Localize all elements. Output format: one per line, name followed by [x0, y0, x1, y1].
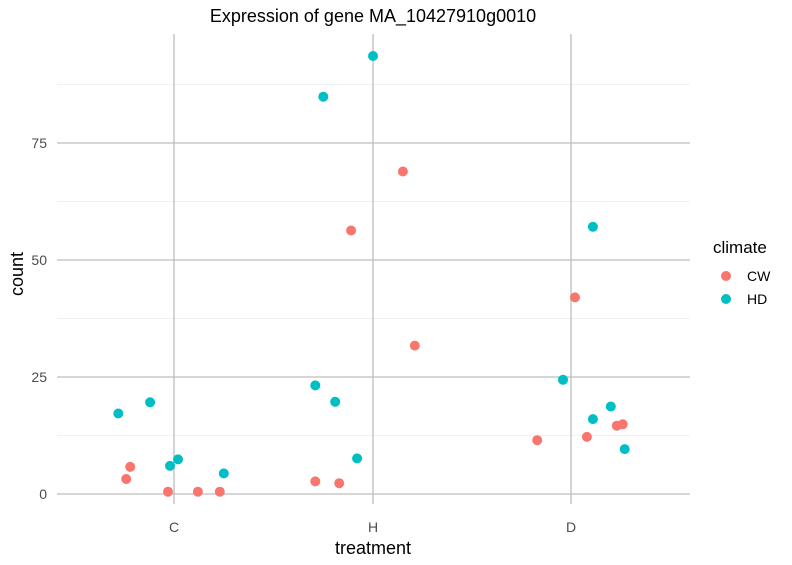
data-point-cw [214, 486, 225, 497]
data-point-hd [165, 460, 175, 471]
x-tick-label: C [169, 519, 179, 535]
data-points [113, 51, 630, 497]
legend-title: climate [713, 238, 767, 257]
data-point-cw [570, 292, 580, 303]
y-axis-title: count [7, 252, 27, 296]
grid-major [57, 34, 690, 504]
y-tick-labels: 0 25 50 75 [31, 135, 47, 502]
y-tick-label: 50 [31, 252, 47, 268]
data-point-hd [558, 374, 568, 385]
legend-label-hd: HD [747, 291, 767, 307]
data-point-hd [352, 453, 363, 464]
data-point-cw [192, 486, 203, 497]
x-axis-title: treatment [335, 538, 411, 558]
data-point-cw [409, 340, 420, 351]
data-point-hd [619, 444, 630, 455]
data-point-cw [617, 419, 628, 430]
data-point-hd [368, 51, 378, 61]
data-point-hd [318, 91, 329, 102]
y-tick-label: 0 [39, 486, 47, 502]
data-point-hd [145, 397, 156, 408]
y-tick-label: 75 [31, 135, 47, 151]
data-point-cw [346, 225, 357, 236]
data-point-hd [330, 396, 341, 407]
y-tick-label: 25 [31, 369, 47, 385]
data-point-hd [113, 408, 124, 419]
legend-key-hd [721, 294, 731, 304]
data-point-cw [397, 166, 408, 177]
data-point-hd [587, 414, 598, 425]
x-tick-label: D [566, 519, 576, 535]
data-point-hd [587, 221, 598, 232]
data-point-cw [581, 431, 592, 442]
data-point-hd [310, 380, 321, 391]
data-point-hd [605, 401, 616, 412]
legend-label-cw: CW [747, 268, 771, 284]
data-point-cw [121, 474, 132, 484]
data-point-cw [310, 476, 321, 487]
legend: climate CW HD [713, 238, 771, 307]
data-point-hd [218, 468, 229, 479]
chart-title: Expression of gene MA_10427910g0010 [210, 6, 536, 27]
data-point-hd [173, 454, 183, 465]
data-point-cw [163, 486, 173, 497]
data-point-cw [532, 435, 543, 446]
legend-key-cw [721, 271, 731, 281]
data-point-cw [334, 478, 345, 489]
x-tick-label: H [368, 519, 378, 535]
data-point-cw [125, 461, 136, 472]
